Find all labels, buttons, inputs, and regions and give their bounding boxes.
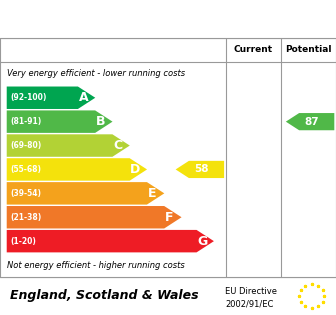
- Text: (81-91): (81-91): [11, 117, 42, 126]
- Text: Energy Efficiency Rating: Energy Efficiency Rating: [10, 12, 220, 26]
- Text: Very energy efficient - lower running costs: Very energy efficient - lower running co…: [7, 69, 185, 78]
- Polygon shape: [286, 113, 334, 130]
- Polygon shape: [7, 182, 164, 204]
- Text: Current: Current: [234, 45, 273, 54]
- Text: 2002/91/EC: 2002/91/EC: [225, 300, 274, 309]
- Polygon shape: [7, 111, 113, 133]
- Text: (39-54): (39-54): [11, 189, 42, 198]
- Text: A: A: [79, 91, 88, 104]
- Text: England, Scotland & Wales: England, Scotland & Wales: [10, 289, 199, 302]
- Polygon shape: [7, 158, 147, 181]
- Text: Not energy efficient - higher running costs: Not energy efficient - higher running co…: [7, 261, 184, 270]
- Text: (69-80): (69-80): [11, 141, 42, 150]
- Text: C: C: [113, 139, 122, 152]
- Polygon shape: [7, 230, 214, 252]
- Text: 87: 87: [305, 117, 320, 127]
- Text: 58: 58: [195, 164, 209, 175]
- Polygon shape: [176, 161, 224, 178]
- Polygon shape: [7, 87, 95, 109]
- Text: (21-38): (21-38): [11, 213, 42, 222]
- Text: B: B: [96, 115, 105, 128]
- Polygon shape: [7, 206, 181, 228]
- Text: Potential: Potential: [285, 45, 332, 54]
- Text: EU Directive: EU Directive: [225, 287, 277, 296]
- Text: D: D: [130, 163, 140, 176]
- Text: G: G: [197, 235, 207, 248]
- Text: F: F: [165, 211, 173, 224]
- Text: E: E: [148, 187, 156, 200]
- Text: (55-68): (55-68): [11, 165, 42, 174]
- Text: (92-100): (92-100): [11, 93, 47, 102]
- Polygon shape: [7, 134, 130, 157]
- Text: (1-20): (1-20): [11, 237, 37, 246]
